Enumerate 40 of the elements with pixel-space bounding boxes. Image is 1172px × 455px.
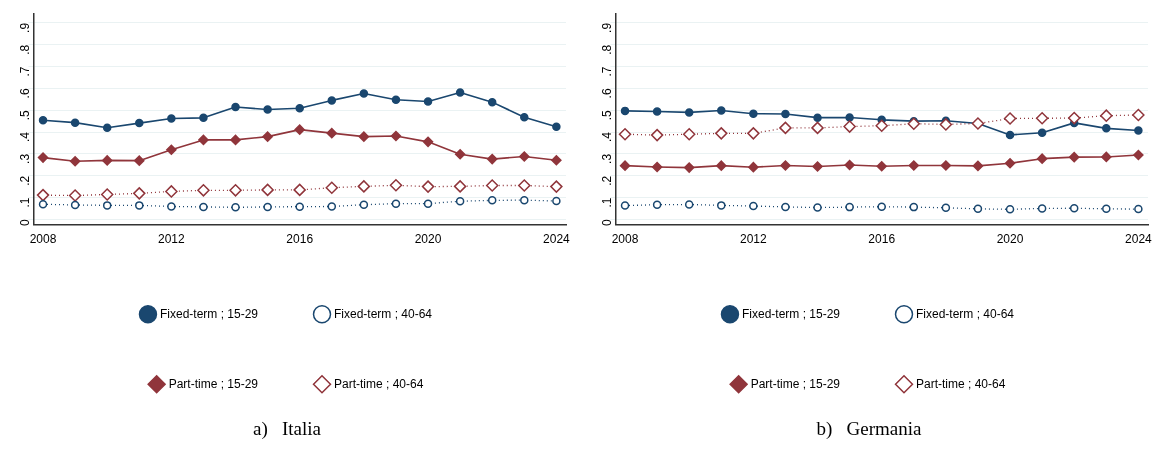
legend-label: Part-time ; 40-64 <box>334 376 424 391</box>
y-tick-label: .3 <box>17 153 32 164</box>
x-tick-label: 2012 <box>158 232 186 247</box>
y-tick-label: 0 <box>17 219 32 227</box>
y-tick-label: .9 <box>599 22 614 33</box>
y-tick-label: .5 <box>599 109 614 121</box>
y-tick-label: .2 <box>17 175 32 186</box>
legend-label: Part-time ; 15-29 <box>168 376 259 391</box>
y-tick-label: .1 <box>17 197 32 208</box>
y-tick-label: .4 <box>599 131 614 143</box>
y-tick-label: .8 <box>599 44 614 55</box>
x-tick-label: 2020 <box>996 232 1024 247</box>
y-tick-label: .9 <box>17 22 32 33</box>
y-tick-label: .8 <box>17 44 32 55</box>
text: b) Germania <box>816 417 923 440</box>
x-tick-label: 2016 <box>868 232 896 247</box>
y-tick-label: .4 <box>17 131 32 143</box>
legend-label: Fixed-term ; 15-29 <box>741 306 841 321</box>
x-tick-label: 2008 <box>29 232 57 247</box>
x-tick-label: 2012 <box>740 232 768 247</box>
y-tick-label: .7 <box>17 66 32 77</box>
y-tick-label: .7 <box>599 66 614 77</box>
x-tick-label: 2008 <box>611 232 639 247</box>
y-tick-label: 0 <box>599 219 614 227</box>
y-tick-label: .3 <box>599 153 614 164</box>
legend-label: Fixed-term ; 40-64 <box>916 306 1015 321</box>
legend-label: Fixed-term ; 40-64 <box>334 306 433 321</box>
y-tick-label: .2 <box>599 175 614 186</box>
y-tick-label: .5 <box>17 109 32 121</box>
legend-label: Part-time ; 40-64 <box>916 376 1006 391</box>
x-tick-label: 2020 <box>414 232 442 247</box>
y-tick-label: .6 <box>599 88 614 99</box>
y-tick-label: .6 <box>17 88 32 99</box>
legend-label: Part-time ; 15-29 <box>750 376 841 391</box>
y-tick-label: .1 <box>599 197 614 208</box>
x-tick-label: 2024 <box>543 232 571 247</box>
text: a) Italia <box>252 417 322 440</box>
legend-label: Fixed-term ; 15-29 <box>159 306 259 321</box>
x-tick-label: 2024 <box>1125 232 1153 247</box>
x-tick-label: 2016 <box>286 232 314 247</box>
